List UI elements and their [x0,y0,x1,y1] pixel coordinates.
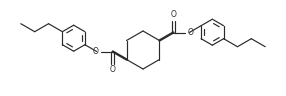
Text: O: O [170,10,176,19]
Text: O: O [187,28,193,37]
Text: O: O [110,65,116,74]
Text: O: O [93,47,99,56]
